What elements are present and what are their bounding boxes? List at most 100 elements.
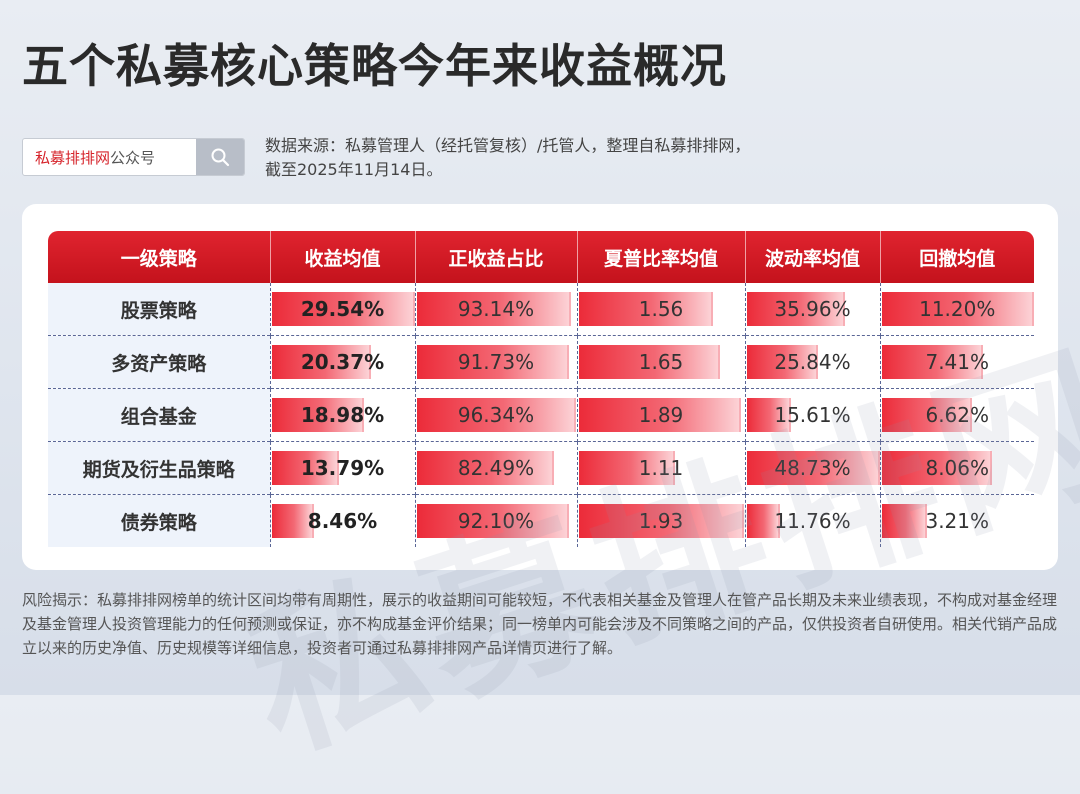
value-bar <box>746 398 791 432</box>
strategy-name: 股票策略 <box>48 283 270 336</box>
strategy-name: 多资产策略 <box>48 335 270 389</box>
strategy-name: 组合基金 <box>48 388 270 442</box>
value-cell: 82.49% <box>414 441 577 495</box>
table-row: 组合基金 18.98% 96.34% 1.89 15.61% 6.62% <box>48 388 1034 442</box>
value-cell: 1.11 <box>576 441 745 495</box>
strategy-table: 一级策略 收益均值 正收益占比 夏普比率均值 波动率均值 回撤均值 股票策略 29.54% 9… <box>48 231 1034 547</box>
value-cell: 48.73% <box>744 441 880 495</box>
value-cell: 1.65 <box>576 335 745 389</box>
column-header: 波动率均值 <box>744 231 880 283</box>
value-label: 91.73% <box>457 350 535 374</box>
value-label: 92.10% <box>457 509 535 533</box>
value-bar <box>746 451 880 485</box>
value-label: 1.11 <box>638 456 684 480</box>
value-bar <box>578 398 741 432</box>
value-label: 7.41% <box>925 350 990 374</box>
value-label: 11.20% <box>919 297 996 321</box>
value-label: 20.37% <box>300 350 385 374</box>
value-label: 8.06% <box>925 456 990 480</box>
value-bar <box>416 345 569 379</box>
column-header: 收益均值 <box>269 231 415 283</box>
value-bar <box>746 345 819 379</box>
value-bar <box>578 345 721 379</box>
search-button[interactable] <box>196 139 244 175</box>
value-bar <box>578 451 675 485</box>
value-cell: 25.84% <box>744 335 880 389</box>
value-cell: 6.62% <box>879 388 1034 442</box>
value-bar <box>271 398 365 432</box>
column-header: 夏普比率均值 <box>576 231 745 283</box>
value-cell: 11.76% <box>744 494 880 547</box>
value-cell: 20.37% <box>269 335 415 389</box>
value-label: 48.73% <box>774 456 851 480</box>
table-row: 期货及衍生品策略 13.79% 82.49% 1.11 48.73% 8.06% <box>48 441 1034 495</box>
search-suffix: 公众号 <box>110 148 156 167</box>
search-brand: 私募排排网 <box>35 148 111 167</box>
value-cell: 1.93 <box>576 494 745 547</box>
value-bar <box>746 504 781 538</box>
value-label: 1.93 <box>638 509 684 533</box>
value-label: 35.96% <box>774 297 851 321</box>
page-title: 五个私募核心策略今年来收益概况 <box>22 39 727 93</box>
data-source-line2: 截至2025年11月14日。 <box>265 160 443 179</box>
table-row: 债券策略 8.46% 92.10% 1.93 11.76% 3.21% <box>48 494 1034 547</box>
value-label: 96.34% <box>457 403 535 427</box>
value-label: 1.65 <box>638 350 684 374</box>
value-label: 82.49% <box>457 456 535 480</box>
value-cell: 15.61% <box>744 388 880 442</box>
column-header: 一级策略 <box>48 231 270 283</box>
value-cell: 91.73% <box>414 335 577 389</box>
value-bar <box>271 292 415 326</box>
value-bar <box>416 504 570 538</box>
column-header: 回撤均值 <box>879 231 1034 283</box>
value-label: 6.62% <box>925 403 990 427</box>
value-bar <box>746 292 846 326</box>
value-cell: 13.79% <box>269 441 415 495</box>
value-cell: 29.54% <box>269 283 415 336</box>
value-cell: 35.96% <box>744 283 880 336</box>
value-cell: 8.46% <box>269 494 415 547</box>
value-label: 1.56 <box>638 297 684 321</box>
value-cell: 1.89 <box>576 388 745 442</box>
table-body: 股票策略 29.54% 93.14% 1.56 35.96% 11.20% 多资产策略 20.… <box>48 283 1034 547</box>
value-cell: 11.20% <box>879 283 1034 336</box>
value-bar <box>881 345 984 379</box>
data-source-line1: 数据来源：私募管理人（经托管复核）/托管人，整理自私募排排网， <box>265 136 751 155</box>
risk-disclaimer: 风险揭示：私募排排网榜单的统计区间均带有周期性，展示的收益期间可能较短，不代表相… <box>22 591 1058 657</box>
value-bar <box>881 292 1034 326</box>
value-label: 1.89 <box>638 403 684 427</box>
value-bar <box>271 504 314 538</box>
search-text[interactable]: 私募排排网 公众号 <box>23 139 196 175</box>
value-cell: 1.56 <box>576 283 745 336</box>
search-icon <box>211 148 230 167</box>
value-bar <box>416 398 577 432</box>
value-bar <box>881 398 973 432</box>
value-cell: 18.98% <box>269 388 415 442</box>
value-cell: 92.10% <box>414 494 577 547</box>
value-label: 13.79% <box>300 456 385 480</box>
value-bar <box>271 345 371 379</box>
column-header: 正收益占比 <box>414 231 577 283</box>
value-cell: 8.06% <box>879 441 1034 495</box>
value-label: 29.54% <box>300 297 385 321</box>
value-bar <box>881 451 992 485</box>
value-label: 11.76% <box>774 509 851 533</box>
value-cell: 3.21% <box>879 494 1034 547</box>
value-label: 15.61% <box>774 403 851 427</box>
strategy-name: 债券策略 <box>48 494 270 547</box>
value-cell: 93.14% <box>414 283 577 336</box>
value-bar <box>578 504 745 538</box>
value-bar <box>578 292 713 326</box>
value-label: 18.98% <box>300 403 385 427</box>
value-cell: 7.41% <box>879 335 1034 389</box>
value-bar <box>271 451 340 485</box>
value-label: 25.84% <box>774 350 851 374</box>
table-header-row: 一级策略 收益均值 正收益占比 夏普比率均值 波动率均值 回撤均值 <box>48 231 1034 283</box>
strategy-name: 期货及衍生品策略 <box>48 441 270 495</box>
value-bar <box>416 292 572 326</box>
data-source: 数据来源：私募管理人（经托管复核）/托管人，整理自私募排排网， 截至2025年1… <box>265 134 885 182</box>
search-box[interactable]: 私募排排网 公众号 <box>22 138 245 176</box>
table-row: 多资产策略 20.37% 91.73% 1.65 25.84% 7.41% <box>48 335 1034 389</box>
value-bar <box>416 451 554 485</box>
value-bar <box>881 504 927 538</box>
